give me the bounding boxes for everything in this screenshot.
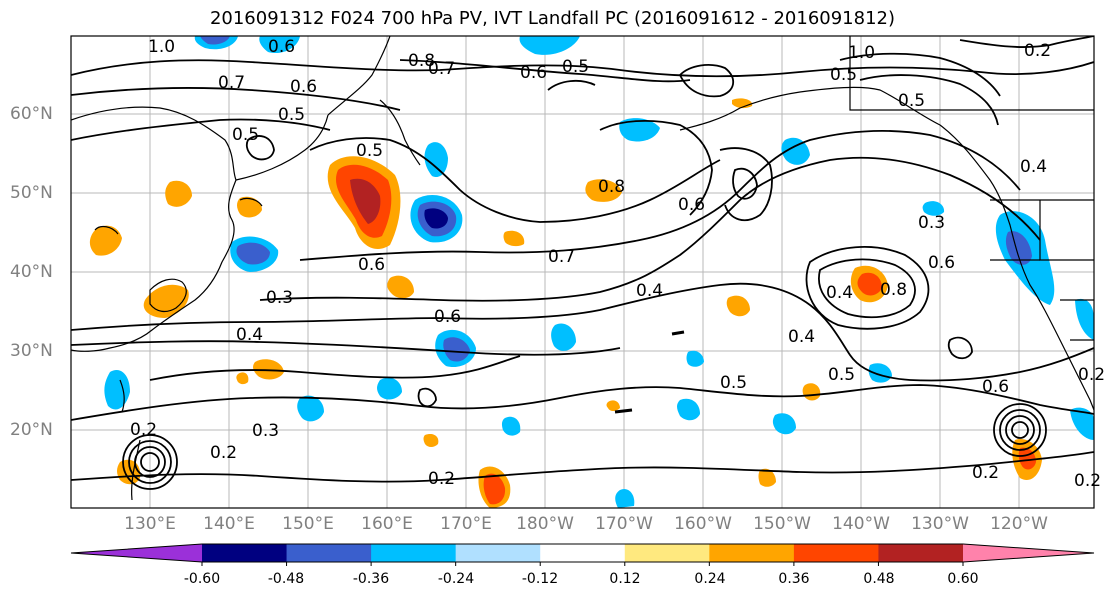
contour-label: 0.5 — [828, 365, 855, 385]
lon-label: 130°E — [124, 514, 176, 534]
contour-label: 0.2 — [1024, 41, 1051, 61]
contour-label: 0.2 — [210, 443, 237, 463]
colorbar-tick-label: -0.12 — [521, 571, 559, 587]
colorbar-segment — [540, 544, 626, 562]
colorbar-segment — [878, 544, 964, 562]
contour-label: 0.2 — [1074, 471, 1101, 491]
colorbar-segment — [455, 544, 541, 562]
colorbar-segment — [202, 544, 288, 562]
lat-label: 30°N — [10, 341, 53, 361]
lat-label: 20°N — [10, 420, 53, 440]
graticule — [71, 36, 1094, 508]
contour-label: 0.8 — [598, 177, 625, 197]
lon-label: 160°W — [674, 514, 732, 534]
pv-contours — [71, 36, 1094, 490]
contour-label-group: 1.0 0.60.80.7 0.6 0.50.7 0.60.50.50.50.80.60… — [130, 37, 1105, 491]
lon-label: 170°W — [595, 514, 653, 534]
lon-label: 130°W — [911, 514, 969, 534]
lon-label: 180°W — [516, 514, 574, 534]
colorbar-tick-label: 0.12 — [609, 571, 641, 587]
colorbar-segment — [709, 544, 795, 562]
contour-label: 0.3 — [266, 288, 293, 308]
contour-label: 0.4 — [788, 327, 815, 347]
contour-label: 0.4 — [236, 325, 263, 345]
contour-label: 0.6 — [678, 195, 705, 215]
anomaly-fills — [89, 36, 1094, 508]
colorbar — [70, 543, 1095, 566]
contour-label: 0.5 — [356, 141, 383, 161]
lon-label: 140°E — [203, 514, 255, 534]
contour-label: 0.3 — [918, 213, 945, 233]
lon-label: 120°W — [990, 514, 1048, 534]
colorbar-tick-label: -0.36 — [352, 571, 390, 587]
contour-label: 0.6 — [268, 37, 295, 57]
contour-label: 0.5 — [898, 91, 925, 111]
colorbar-tick-label: -0.60 — [183, 571, 221, 587]
contour-label: 0.5 — [278, 105, 305, 125]
contour-label: 0.6 — [290, 77, 317, 97]
colorbar-tick-label: 0.24 — [694, 571, 726, 587]
map-title: 2016091312 F024 700 hPa PV, IVT Landfall… — [209, 8, 896, 29]
contour-label: 0.4 — [636, 281, 663, 301]
contour-label: 0.7 — [218, 73, 245, 93]
contour-label: 0.4 — [1020, 157, 1047, 177]
lon-label: 160°E — [361, 514, 413, 534]
lon-label: 170°E — [440, 514, 492, 534]
contour-label: 0.2 — [1078, 365, 1105, 385]
contour-label: 0.8 — [408, 51, 435, 71]
lon-label: 150°E — [282, 514, 334, 534]
contour-label: 0.5 — [562, 57, 589, 77]
colorbar-segment — [286, 544, 372, 562]
contour-label: 0.7 — [428, 59, 455, 79]
colorbar-segment — [624, 544, 710, 562]
colorbar-tick-label: 0.60 — [947, 571, 979, 587]
map-frame — [70, 35, 1095, 509]
contour-label: 1.0 — [848, 43, 875, 63]
colorbar-tick-label: 0.36 — [778, 571, 810, 587]
contour-label: 0.6 — [982, 377, 1009, 397]
lon-label: 150°W — [753, 514, 811, 534]
colorbar-segment — [371, 544, 457, 562]
contour-label: 0.4 — [826, 283, 853, 303]
contour-label: 0.2 — [428, 469, 455, 489]
coastlines — [71, 36, 1094, 501]
colorbar-tick-label: -0.24 — [437, 571, 475, 587]
lat-label: 60°N — [10, 104, 53, 124]
colorbar-tick-label: -0.48 — [267, 571, 305, 587]
contour-label: 0.5 — [232, 125, 259, 145]
contour-label: 0.2 — [130, 420, 157, 440]
contour-label: 0.3 — [252, 421, 279, 441]
lat-label: 50°N — [10, 183, 53, 203]
contour-label: 1.0 — [148, 37, 175, 57]
contour-label: 0.6 — [434, 307, 461, 327]
contour-label: 0.8 — [880, 280, 907, 300]
contour-label: 0.6 — [520, 63, 547, 83]
contour-label: 0.5 — [720, 373, 747, 393]
lon-label: 140°W — [832, 514, 890, 534]
colorbar-segment — [963, 544, 1094, 562]
contour-label: 0.5 — [830, 65, 857, 85]
lat-label: 40°N — [10, 262, 53, 282]
contour-label: 0.6 — [928, 253, 955, 273]
contour-label: 0.2 — [972, 463, 999, 483]
colorbar-tick-label: 0.48 — [863, 571, 895, 587]
colorbar-segment — [71, 544, 202, 562]
contour-label: 0.6 — [358, 255, 385, 275]
contour-label: 0.7 — [548, 247, 575, 267]
colorbar-segment — [793, 544, 879, 562]
